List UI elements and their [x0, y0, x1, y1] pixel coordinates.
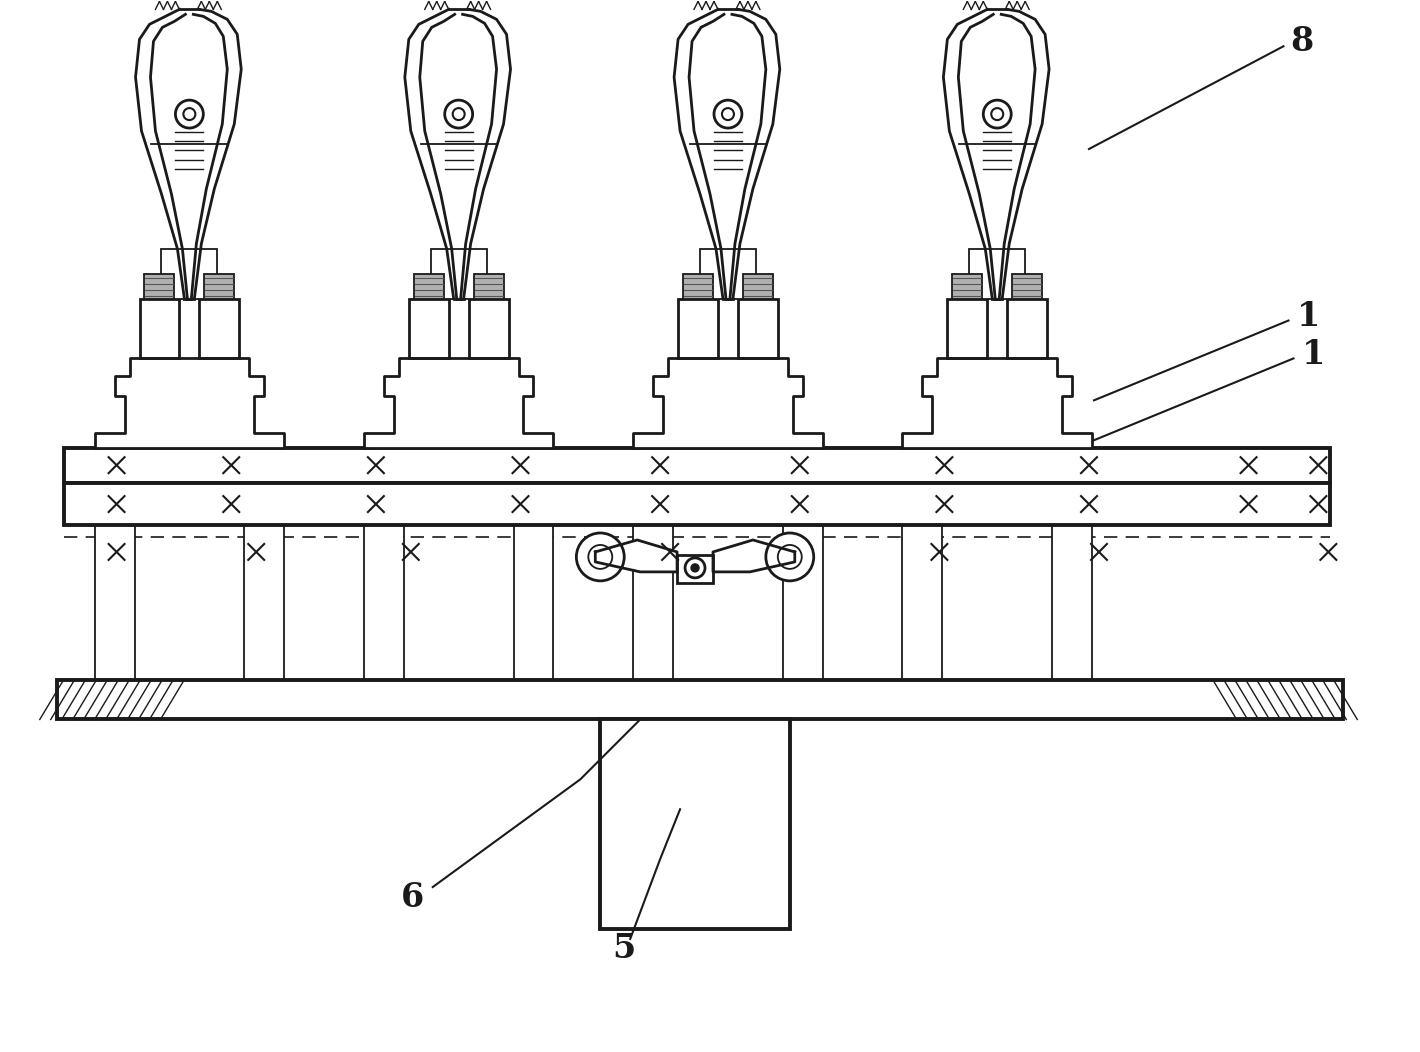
- Polygon shape: [903, 359, 1092, 448]
- Circle shape: [577, 533, 625, 581]
- Circle shape: [714, 100, 741, 128]
- Bar: [514, 525, 554, 680]
- Bar: [738, 299, 778, 359]
- Bar: [903, 525, 943, 680]
- Bar: [1012, 274, 1042, 299]
- Bar: [364, 525, 403, 680]
- Bar: [633, 525, 673, 680]
- Bar: [679, 299, 719, 359]
- Bar: [64, 448, 1331, 483]
- Bar: [409, 299, 449, 359]
- Bar: [474, 274, 504, 299]
- Text: 1: 1: [1296, 300, 1319, 333]
- Bar: [145, 274, 175, 299]
- Bar: [64, 483, 1331, 525]
- Bar: [244, 525, 284, 680]
- Bar: [743, 274, 772, 299]
- Bar: [204, 274, 234, 299]
- Bar: [700, 248, 755, 299]
- Polygon shape: [364, 359, 554, 448]
- Bar: [469, 299, 508, 359]
- Circle shape: [692, 564, 699, 572]
- Bar: [601, 720, 790, 929]
- Polygon shape: [633, 359, 822, 448]
- Bar: [413, 274, 443, 299]
- Bar: [162, 248, 217, 299]
- Circle shape: [721, 108, 734, 120]
- Circle shape: [176, 100, 203, 128]
- Polygon shape: [595, 540, 677, 572]
- Text: 1: 1: [1302, 338, 1325, 371]
- Bar: [683, 274, 713, 299]
- Circle shape: [183, 108, 196, 120]
- Circle shape: [765, 533, 814, 581]
- Bar: [953, 274, 983, 299]
- Circle shape: [444, 100, 473, 128]
- Text: 8: 8: [1291, 25, 1314, 58]
- Bar: [782, 525, 822, 680]
- Circle shape: [453, 108, 464, 120]
- Bar: [139, 299, 179, 359]
- Bar: [1007, 299, 1047, 359]
- Text: 5: 5: [612, 932, 636, 966]
- Polygon shape: [713, 540, 795, 572]
- Text: 6: 6: [400, 881, 425, 913]
- Polygon shape: [95, 359, 284, 448]
- Bar: [199, 299, 239, 359]
- Circle shape: [983, 100, 1011, 128]
- Bar: [95, 525, 135, 680]
- Bar: [430, 248, 487, 299]
- Bar: [947, 299, 987, 359]
- Circle shape: [684, 558, 704, 578]
- Bar: [57, 680, 1343, 720]
- Bar: [1052, 525, 1092, 680]
- Bar: [970, 248, 1025, 299]
- Circle shape: [991, 108, 1003, 120]
- Bar: [677, 554, 713, 583]
